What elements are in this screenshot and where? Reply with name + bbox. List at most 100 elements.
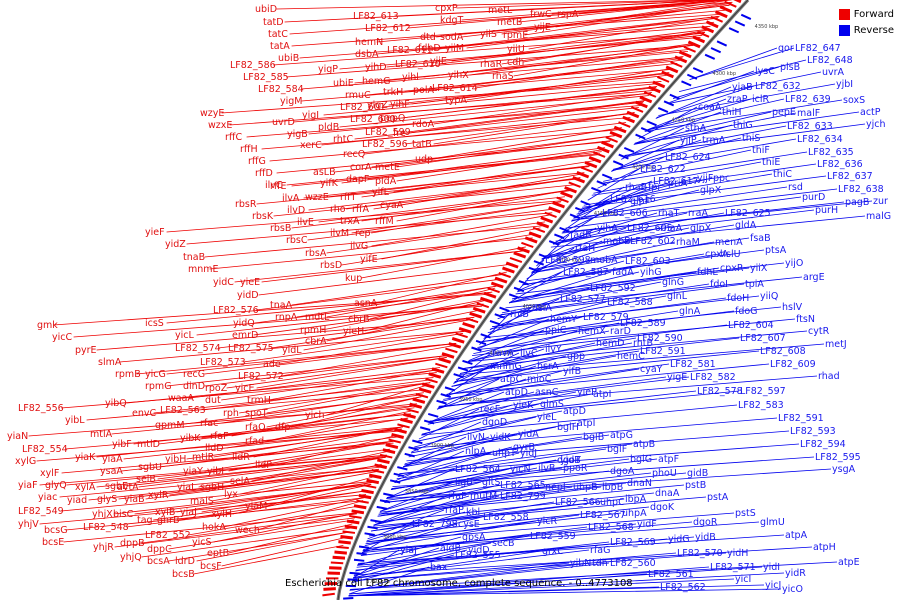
reverse-gene-label: LF82_622 <box>640 164 686 175</box>
reverse-feature <box>412 439 423 445</box>
forward-connector <box>434 57 682 91</box>
forward-connector <box>323 83 660 116</box>
forward-feature <box>353 504 367 510</box>
forward-gene-label: yicC <box>52 332 72 343</box>
forward-connector <box>451 28 708 62</box>
forward-feature <box>435 362 448 369</box>
forward-connector <box>166 342 457 375</box>
reverse-gene-label: LF82_607 <box>740 333 786 344</box>
tick-label: 4150 kbp <box>594 211 618 217</box>
reverse-connector <box>491 295 667 328</box>
forward-feature <box>391 433 405 439</box>
reverse-connector <box>379 481 482 512</box>
forward-gene-label: yifL <box>372 187 390 198</box>
forward-gene-label: yidZ <box>165 239 186 250</box>
reverse-connector <box>517 259 590 292</box>
forward-feature <box>338 540 351 545</box>
forward-gene-label: tatB <box>412 139 432 150</box>
forward-gene-label: ilvE <box>297 217 314 228</box>
reverse-gene-label: secB <box>492 538 515 549</box>
reverse-gene-label: yicR <box>537 516 557 527</box>
forward-gene-label: yiiM <box>445 43 464 54</box>
reverse-connector <box>612 138 797 171</box>
reverse-gene-label: yieK <box>513 400 534 411</box>
forward-feature <box>346 519 360 525</box>
reverse-connector <box>541 227 690 260</box>
forward-gene-label: yieH <box>343 326 364 337</box>
forward-gene-label: yicG <box>145 369 166 380</box>
forward-feature <box>483 291 497 299</box>
reverse-connector <box>481 310 735 343</box>
forward-feature <box>458 326 472 334</box>
forward-feature <box>609 130 623 139</box>
legend-forward: Forward <box>838 6 894 22</box>
forward-connector <box>411 72 670 105</box>
reverse-connector <box>413 417 778 449</box>
reverse-gene-label: glpF <box>630 196 650 207</box>
forward-connector <box>28 405 416 437</box>
reverse-gene-label: glnA <box>679 306 701 317</box>
reverse-connector <box>563 198 610 231</box>
forward-gene-label: yhjV <box>18 519 39 530</box>
reverse-gene-label: gidB <box>687 468 708 479</box>
forward-gene-label: yicL <box>175 330 194 341</box>
reverse-gene-label: yihA <box>597 223 618 234</box>
reverse-connector <box>553 212 725 245</box>
forward-feature <box>572 176 586 184</box>
forward-feature <box>462 321 476 329</box>
reverse-connector <box>511 267 750 300</box>
forward-connector <box>166 291 493 324</box>
reverse-gene-label: fpr <box>648 182 661 193</box>
reverse-connector <box>404 434 610 466</box>
forward-feature <box>652 80 666 89</box>
forward-feature <box>334 550 347 555</box>
reverse-gene-label: atpI <box>593 389 611 400</box>
reverse-connector <box>621 127 685 160</box>
reverse-feature <box>669 93 680 100</box>
forward-gene-label: yidL <box>282 345 302 356</box>
forward-connector <box>396 189 571 222</box>
reverse-gene-label: fdoG <box>735 306 758 317</box>
reverse-gene-label: uhpT <box>492 448 516 459</box>
forward-connector <box>138 456 386 488</box>
reverse-gene-label: LF82_638 <box>838 184 884 195</box>
reverse-gene-label: bglF <box>607 444 627 455</box>
reverse-gene-label: fadA <box>612 267 634 278</box>
reverse-connector <box>348 566 710 595</box>
forward-feature <box>635 100 648 109</box>
forward-connector <box>188 505 361 536</box>
forward-feature <box>421 382 435 389</box>
forward-gene-label: selB <box>136 474 156 485</box>
reverse-gene-label: hemY <box>550 314 577 325</box>
forward-feature <box>733 0 742 4</box>
reverse-gene-label: yjjF <box>697 173 713 184</box>
forward-feature <box>622 115 636 124</box>
reverse-gene-label: soxS <box>843 95 865 106</box>
reverse-feature <box>710 47 722 54</box>
forward-gene-label: pldB <box>318 122 339 133</box>
reverse-feature <box>367 525 378 530</box>
reverse-gene-label: gyrB <box>513 442 535 453</box>
reverse-connector <box>354 546 813 576</box>
reverse-feature <box>640 126 652 133</box>
legend: Forward Reverse <box>838 6 894 38</box>
forward-gene-label: yhjX <box>92 509 113 520</box>
reverse-connector <box>379 482 627 513</box>
forward-feature <box>544 211 557 218</box>
forward-gene-label: rpmG <box>145 381 172 392</box>
forward-gene-label: wzzE <box>305 192 329 203</box>
forward-connector <box>86 389 426 421</box>
forward-feature <box>556 196 569 203</box>
reverse-connector <box>541 227 660 260</box>
reverse-gene-label: kbl <box>466 507 480 518</box>
forward-feature <box>665 65 679 74</box>
reverse-connector <box>467 330 610 362</box>
reverse-connector <box>582 175 827 208</box>
reverse-connector <box>451 355 567 387</box>
tick-label: 4200 kbp <box>632 164 656 170</box>
forward-gene-label: ysaA <box>100 466 123 477</box>
forward-gene-label: sgbU <box>138 462 162 473</box>
reverse-connector <box>386 468 832 499</box>
reverse-feature <box>408 446 419 451</box>
reverse-feature <box>480 333 491 339</box>
